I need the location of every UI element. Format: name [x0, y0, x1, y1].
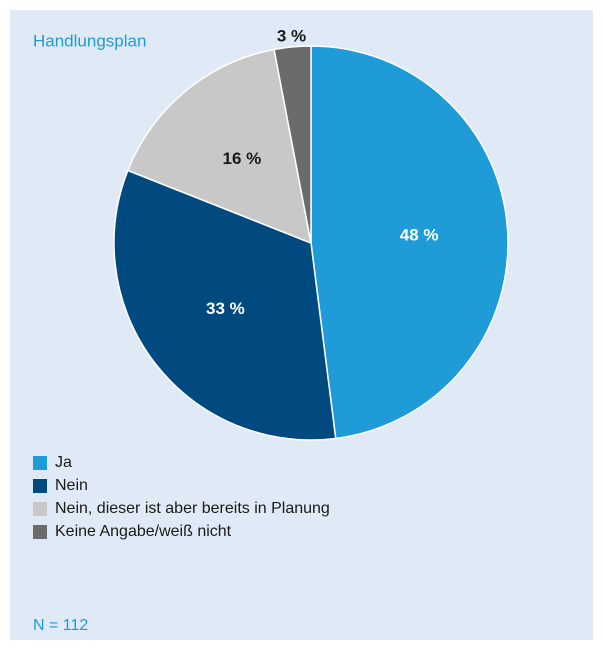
legend-label: Nein, dieser ist aber bereits in Planung: [55, 500, 330, 517]
legend-swatch: [33, 456, 47, 470]
legend-label: Keine Angabe/weiß nicht: [55, 523, 232, 540]
pie-slice: [113, 169, 337, 441]
legend-swatch: [33, 525, 47, 539]
chart-title: Handlungsplan: [33, 31, 146, 50]
legend-swatch: [33, 479, 47, 493]
pie-slice: [126, 48, 312, 245]
legend-label: Nein: [55, 477, 88, 494]
legend-swatch: [33, 502, 47, 516]
data-label: 48 %: [400, 226, 439, 245]
data-label: 33 %: [206, 299, 245, 318]
note: N = 112: [33, 617, 88, 634]
data-label: 3 %: [277, 27, 306, 46]
data-label: 16 %: [223, 149, 262, 168]
pie-slice: [273, 45, 312, 244]
pie-slice: [310, 45, 509, 440]
legend-label: Ja: [55, 454, 72, 471]
